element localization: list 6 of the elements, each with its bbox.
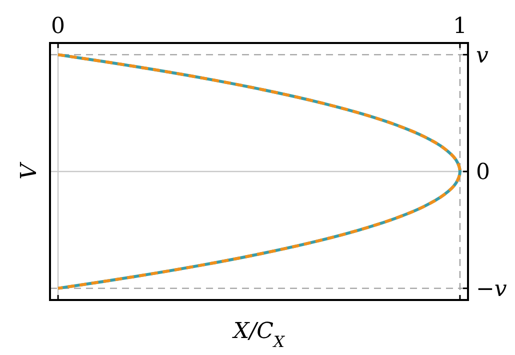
- y-axis-title: V: [17, 161, 42, 180]
- x-tick-label: 1: [452, 14, 467, 39]
- ref-line-label: 0: [476, 160, 490, 186]
- ref-line-label: v: [476, 43, 489, 68]
- x-axis-title: X/C$_{X}$: [232, 319, 286, 351]
- ref-line-label: −v: [476, 277, 508, 302]
